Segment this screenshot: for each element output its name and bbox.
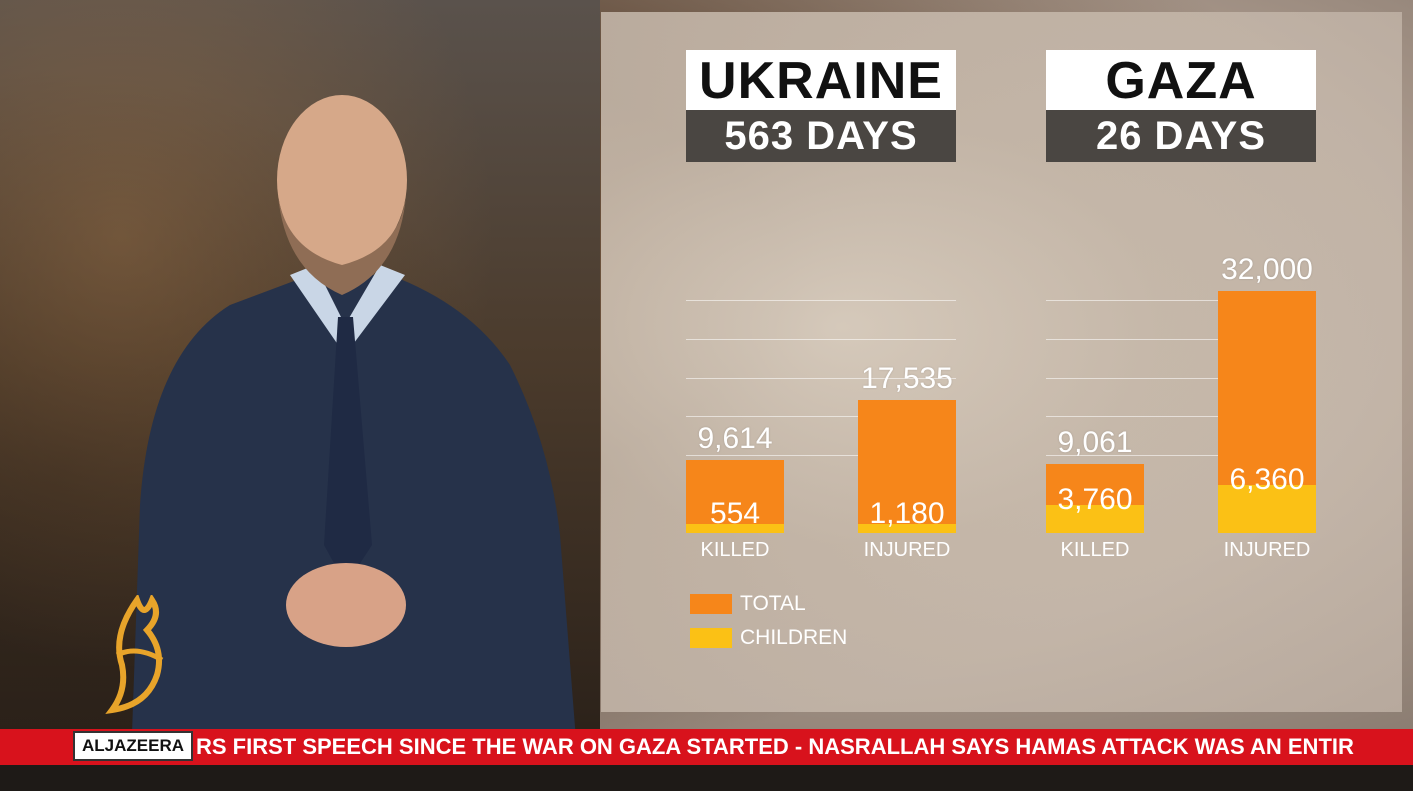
children-value-label: 554 [709,497,761,530]
category-label: KILLED [700,539,770,561]
al-jazeera-logo-icon [105,595,164,714]
chart-subtitle: 26 DAYS [1046,110,1316,162]
category-label: INJURED [1223,539,1311,561]
gridline [1046,378,1316,379]
legend-swatch-children [690,628,732,648]
bar-children-killed [1046,504,1144,533]
gridline [686,378,956,379]
children-value-label: 1,180 [869,497,945,530]
total-value-label: 32,000 [1221,253,1313,286]
gridline [1046,300,1316,301]
ticker-headline: RS FIRST SPEECH SINCE THE WAR ON GAZA ST… [196,734,1354,759]
category-label: INJURED [863,539,951,561]
ukraine-title-box: UKRAINE 563 DAYS [686,50,956,162]
legend-swatch-total [690,594,732,614]
chart-title: GAZA [1046,50,1316,110]
news-ticker [0,729,1413,765]
gridline [1046,416,1316,417]
gridline [686,455,956,456]
total-value-label: 17,535 [861,362,953,396]
category-label: KILLED [1060,539,1130,561]
bar-children-injured [1218,484,1316,533]
legend-label-children: CHILDREN [740,626,848,649]
bar-children-killed [686,524,784,533]
gridline [1046,455,1316,456]
children-value-label: 6,360 [1229,462,1305,496]
total-value-label: 9,614 [697,422,773,456]
gridline [686,416,956,417]
presenter-figure [130,95,580,791]
bar-total-killed [686,460,784,533]
children-value-label: 3,760 [1057,482,1133,516]
gaza-title-box: GAZA 26 DAYS [1046,50,1316,162]
gridline [686,300,956,301]
legend-label-total: TOTAL [740,592,806,615]
bottom-strip [0,765,1413,791]
chart-title: UKRAINE [686,50,956,110]
channel-brand: ALJAZEERA [73,731,193,761]
chart-subtitle: 563 DAYS [686,110,956,162]
bar-children-injured [858,524,956,533]
bar-total-injured [858,400,956,533]
gridline [1046,339,1316,340]
gridline [686,339,956,340]
total-value-label: 9,061 [1057,426,1133,460]
chart-panel: UKRAINE 563 DAYS GAZA 26 DAYS 9,614 554 KI… [601,12,1402,712]
